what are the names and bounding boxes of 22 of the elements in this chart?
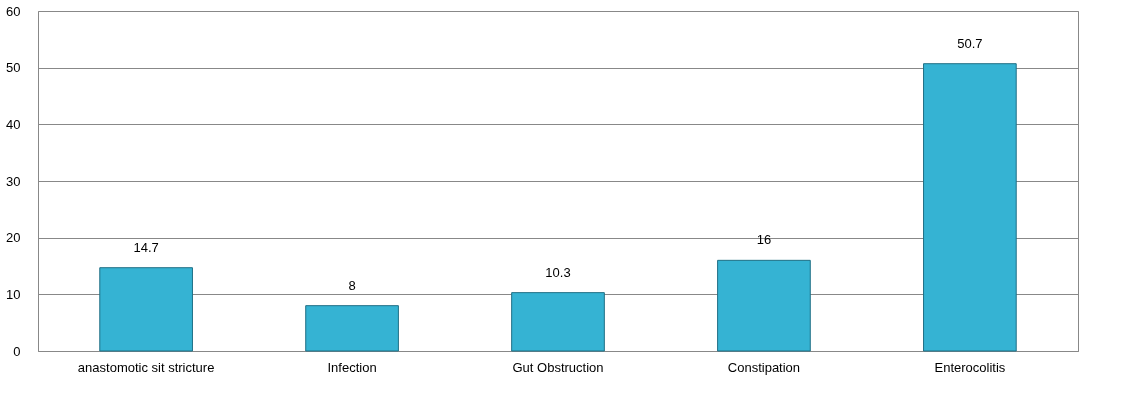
x-tick-label: Constipation (727, 359, 801, 375)
data-label: 16 (756, 232, 772, 248)
bar (717, 259, 811, 352)
y-tick-label: 60 (6, 3, 21, 19)
data-label: 14.7 (133, 239, 159, 255)
data-label: 8 (348, 277, 356, 293)
bar (305, 305, 399, 352)
x-tick-label: Enterocolitis (934, 359, 1006, 375)
y-tick-label: 20 (6, 230, 21, 246)
bar (923, 63, 1017, 352)
data-label: 50.7 (957, 35, 983, 51)
bar (99, 267, 193, 352)
y-tick-label: 40 (6, 116, 21, 132)
bar (511, 292, 605, 352)
x-tick-label: Infection (327, 359, 377, 375)
y-tick-label: 30 (6, 173, 21, 189)
y-tick-label: 50 (6, 60, 21, 76)
y-tick-label: 0 (13, 343, 21, 359)
data-label: 10.3 (545, 264, 571, 280)
x-tick-label: anastomotic sit stricture (77, 359, 215, 375)
x-tick-label: Gut Obstruction (512, 359, 604, 375)
y-tick-label: 10 (6, 286, 21, 302)
